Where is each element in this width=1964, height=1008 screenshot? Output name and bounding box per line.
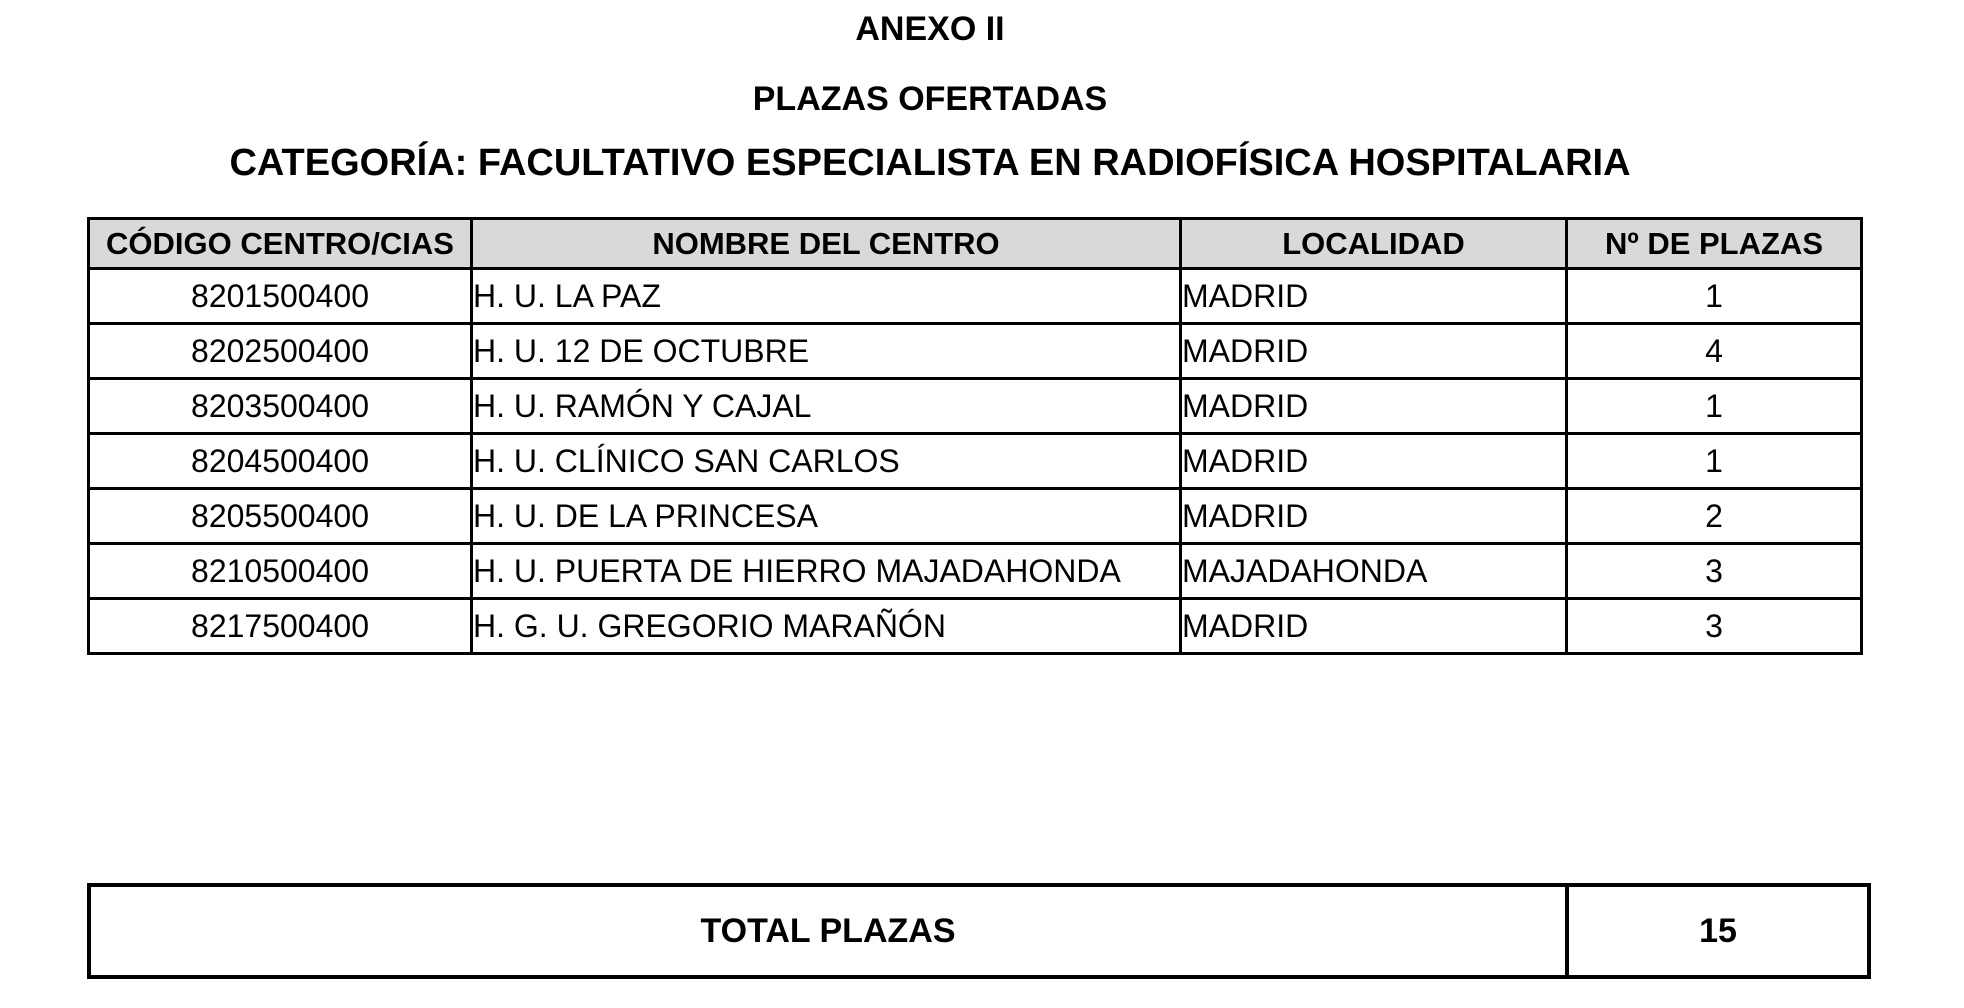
cell-localidad: MADRID <box>1179 597 1568 655</box>
cell-plazas: 3 <box>1565 542 1863 600</box>
cell-nombre: H. U. 12 DE OCTUBRE <box>470 322 1182 380</box>
cell-localidad: MADRID <box>1179 267 1568 325</box>
column-header-codigo: CÓDIGO CENTRO/CIAS <box>87 217 473 270</box>
plazas-table: CÓDIGO CENTRO/CIAS NOMBRE DEL CENTRO LOC… <box>87 217 1863 655</box>
cell-nombre: H. U. RAMÓN Y CAJAL <box>470 377 1182 435</box>
total-label: TOTAL PLAZAS <box>87 883 1569 979</box>
cell-codigo: 8217500400 <box>87 597 473 655</box>
table-row: 8202500400 H. U. 12 DE OCTUBRE MADRID 4 <box>87 322 1863 380</box>
cell-localidad: MADRID <box>1179 432 1568 490</box>
total-value: 15 <box>1565 883 1871 979</box>
cell-plazas: 4 <box>1565 322 1863 380</box>
cell-plazas: 1 <box>1565 267 1863 325</box>
cell-plazas: 1 <box>1565 432 1863 490</box>
table-row: 8204500400 H. U. CLÍNICO SAN CARLOS MADR… <box>87 432 1863 490</box>
cell-plazas: 3 <box>1565 597 1863 655</box>
cell-codigo: 8202500400 <box>87 322 473 380</box>
table-row: 8201500400 H. U. LA PAZ MADRID 1 <box>87 267 1863 325</box>
table-row: 8210500400 H. U. PUERTA DE HIERRO MAJADA… <box>87 542 1863 600</box>
cell-codigo: 8204500400 <box>87 432 473 490</box>
table-header-row: CÓDIGO CENTRO/CIAS NOMBRE DEL CENTRO LOC… <box>87 217 1863 270</box>
cell-nombre: H. U. CLÍNICO SAN CARLOS <box>470 432 1182 490</box>
cell-localidad: MAJADAHONDA <box>1179 542 1568 600</box>
page-title: PLAZAS OFERTADAS <box>752 80 1108 118</box>
cell-nombre: H. U. PUERTA DE HIERRO MAJADAHONDA <box>470 542 1182 600</box>
total-table: TOTAL PLAZAS 15 <box>87 883 1871 979</box>
total-row: TOTAL PLAZAS 15 <box>87 883 1871 979</box>
cell-localidad: MADRID <box>1179 487 1568 545</box>
cell-codigo: 8203500400 <box>87 377 473 435</box>
cell-plazas: 2 <box>1565 487 1863 545</box>
cell-codigo: 8205500400 <box>87 487 473 545</box>
table-row: 8203500400 H. U. RAMÓN Y CAJAL MADRID 1 <box>87 377 1863 435</box>
table-row: 8205500400 H. U. DE LA PRINCESA MADRID 2 <box>87 487 1863 545</box>
cell-codigo: 8201500400 <box>87 267 473 325</box>
table-row: 8217500400 H. G. U. GREGORIO MARAÑÓN MAD… <box>87 597 1863 655</box>
cell-nombre: H. U. LA PAZ <box>470 267 1182 325</box>
category-title: CATEGORÍA: FACULTATIVO ESPECIALISTA EN R… <box>229 142 1631 184</box>
column-header-plazas: Nº DE PLAZAS <box>1565 217 1863 270</box>
cell-localidad: MADRID <box>1179 377 1568 435</box>
column-header-localidad: LOCALIDAD <box>1179 217 1568 270</box>
cell-nombre: H. U. DE LA PRINCESA <box>470 487 1182 545</box>
column-header-nombre: NOMBRE DEL CENTRO <box>470 217 1182 270</box>
cell-codigo: 8210500400 <box>87 542 473 600</box>
annex-title: ANEXO II <box>855 10 1005 48</box>
cell-nombre: H. G. U. GREGORIO MARAÑÓN <box>470 597 1182 655</box>
cell-plazas: 1 <box>1565 377 1863 435</box>
cell-localidad: MADRID <box>1179 322 1568 380</box>
